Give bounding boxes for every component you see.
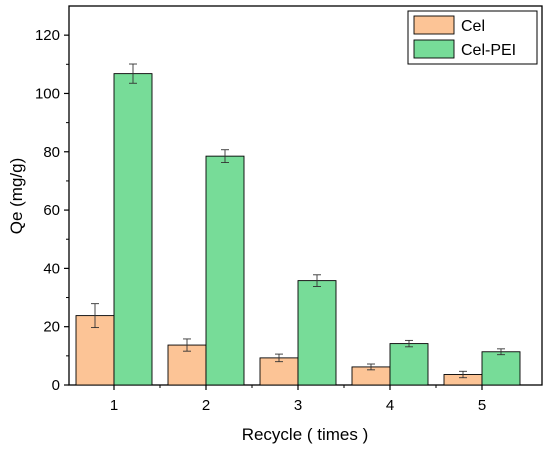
legend-label-cel: Cel xyxy=(461,18,485,35)
x-tick-label: 4 xyxy=(386,397,394,414)
x-tick-label: 2 xyxy=(202,397,210,414)
x-axis-label: Recycle ( times ) xyxy=(242,425,369,444)
y-axis: 0 20 40 60 80 100 120 xyxy=(35,27,69,394)
x-axis: 1 2 3 4 5 xyxy=(110,385,486,414)
y-tick-label: 100 xyxy=(35,85,60,102)
x-tick-label: 5 xyxy=(478,397,486,414)
y-tick-label: 80 xyxy=(43,144,60,161)
legend: Cel Cel-PEI xyxy=(407,10,538,65)
y-tick-label: 60 xyxy=(43,202,60,219)
bar-cel-pei xyxy=(297,280,337,386)
bar-cel xyxy=(167,344,207,386)
y-axis-label: Qe (mg/g) xyxy=(7,158,26,235)
x-tick-label: 3 xyxy=(294,397,302,414)
x-tick-label: 1 xyxy=(110,397,118,414)
y-tick-label: 20 xyxy=(43,319,60,336)
y-tick-label: 0 xyxy=(52,377,60,394)
legend-swatch-cel xyxy=(413,15,455,35)
legend-swatch-cel-pei xyxy=(413,39,455,59)
legend-label-cel-pei: Cel-PEI xyxy=(461,42,516,59)
y-tick-label: 40 xyxy=(43,260,60,277)
bar-cel-pei xyxy=(481,351,521,386)
bar-cel-pei xyxy=(389,343,429,386)
y-tick-label: 120 xyxy=(35,27,60,44)
bars-group xyxy=(75,63,521,386)
bar-cel-pei xyxy=(113,73,153,386)
bar-cel-pei xyxy=(205,155,245,386)
